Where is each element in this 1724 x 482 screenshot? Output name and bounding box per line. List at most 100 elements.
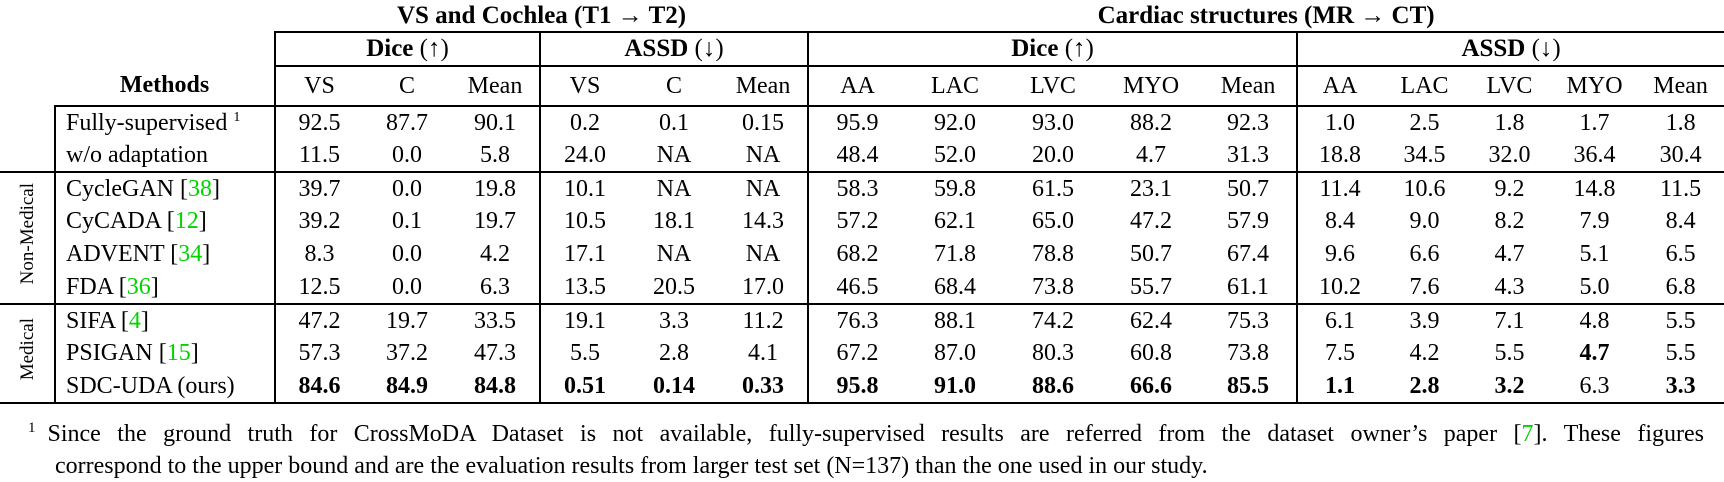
value-cell: NA: [745, 141, 781, 168]
value-cell: 0.0: [392, 141, 422, 168]
metric-name: Dice: [366, 35, 414, 63]
metric-header-dice-cardiac: Dice (↑): [807, 31, 1298, 67]
value-cell: 10.5: [539, 204, 629, 238]
method-name: ADVENT [34]: [66, 241, 211, 267]
value-cell: 67.2: [807, 336, 907, 370]
value-cell: 84.8: [451, 369, 540, 404]
table-row: Fully-supervised 1 92.5 87.7 90.1 0.2 0.1 0.15…: [0, 105, 1724, 172]
value-cell: 4.2: [480, 241, 510, 267]
section-title-vs-cochlea: VS and Cochlea (T1 → T2): [396, 2, 687, 29]
value-cell: NA: [745, 241, 781, 267]
value-cell: 7.5: [1296, 336, 1383, 370]
value-cell: 92.0: [934, 109, 977, 136]
value-cell: 47.2: [1130, 208, 1173, 234]
value-cell: 6.1: [1296, 302, 1383, 337]
value-cell: 6.3: [1552, 369, 1638, 404]
value-cell: 3.3: [1637, 369, 1724, 404]
up-arrow-icon: (↑): [413, 35, 449, 63]
value-cell: 78.8: [1032, 241, 1075, 267]
value-cell: 5.1: [1579, 241, 1610, 267]
table-row: SDC-UDA (ours) 84.6 84.9 84.8 0.51 0.14 0.33 95…: [0, 369, 1724, 404]
value-cell: 90.1: [474, 109, 516, 136]
footnote: 1 Since the ground truth for CrossMoDA Da…: [0, 412, 1724, 482]
value-cell: 20.5: [653, 273, 695, 300]
footnote-text: Since the ground truth for CrossMoDA Dat…: [47, 420, 1522, 447]
value-cell: 57.2: [807, 204, 907, 238]
table-row: PSIGAN [15] 57.3 37.2 47.3 5.5 2.8 4.1 67.2 87.0…: [0, 336, 1724, 370]
value-cell: 0.2: [539, 105, 629, 139]
value-cell: 1.1: [1296, 369, 1383, 404]
value-cell: 0.51: [539, 369, 629, 404]
value-cell: 23.1: [1102, 170, 1201, 205]
value-cell: 17.0: [742, 273, 785, 300]
value-cell: NA: [656, 141, 692, 168]
value-cell: 14.8: [1552, 170, 1638, 205]
column-header-aa-11: AA: [1296, 65, 1383, 107]
value-cell: 9.6: [1296, 237, 1383, 271]
citation-number: 4: [128, 307, 141, 334]
value-cell: 0.33: [719, 369, 809, 404]
column-header-mean-5: Mean: [719, 65, 809, 107]
value-cell: 57.9: [1227, 208, 1270, 234]
value-cell: 11.5: [1637, 170, 1724, 205]
value-cell: 5.5: [1494, 340, 1525, 366]
value-cell: 50.7: [1200, 170, 1298, 205]
value-cell: 92.5: [274, 105, 363, 139]
column-header-lvc-8: LVC: [1004, 65, 1103, 107]
value-cell: 4.2: [1409, 340, 1440, 366]
value-cell: 73.8: [1227, 340, 1270, 366]
down-arrow-icon: (↓): [688, 35, 724, 63]
value-cell: 95.8: [807, 369, 907, 404]
value-cell: 8.4: [1665, 208, 1696, 234]
value-cell: 60.8: [1130, 340, 1173, 366]
value-cell: 33.5: [451, 302, 540, 337]
value-cell: 8.3: [274, 237, 363, 271]
value-cell: 3.3: [629, 302, 719, 337]
table-row: FDA [36] 12.5 0.0 6.3 13.5 20.5 17.0 46.5 68.4 73…: [0, 270, 1724, 304]
table-row: Medical SIFA [4] 47.2 19.7 33.5 19.1 3.3 11.2 76…: [0, 302, 1724, 404]
value-cell: 34.5: [1403, 141, 1446, 168]
value-cell: 93.0: [1032, 109, 1075, 136]
value-cell: 68.4: [934, 273, 977, 300]
value-cell: 5.5: [1665, 340, 1696, 366]
value-cell: 8.4: [1296, 204, 1383, 238]
value-cell: 46.5: [807, 270, 907, 304]
value-cell: 80.3: [1032, 340, 1075, 366]
down-arrow-icon: (↓): [1525, 35, 1561, 63]
value-cell: 9.2: [1467, 170, 1553, 205]
value-cell: 18.8: [1296, 138, 1383, 172]
value-cell: 4.1: [748, 340, 779, 366]
value-cell: 58.3: [807, 170, 907, 205]
footnote-line-2: correspond to the upper bound and are th…: [55, 452, 1208, 479]
value-cell: 59.8: [906, 170, 1005, 205]
value-cell: 50.7: [1130, 241, 1173, 267]
value-cell: 62.1: [934, 208, 977, 234]
value-cell: 14.3: [742, 208, 785, 234]
value-cell: 9.0: [1409, 208, 1440, 234]
column-header-vs-3: VS: [539, 65, 629, 107]
value-cell: 5.8: [480, 141, 510, 168]
metric-spacer: [0, 32, 275, 65]
value-cell: 74.2: [1004, 302, 1103, 337]
value-cell: 75.3: [1200, 302, 1298, 337]
citation-number: 36: [126, 273, 151, 300]
section-title-cardiac: Cardiac structures (MR → CT): [1097, 2, 1435, 29]
value-cell: 11.4: [1296, 170, 1383, 205]
footnote-text: ]. These figures: [1533, 420, 1704, 447]
value-cell: 2.5: [1409, 109, 1440, 136]
value-cell: 0.0: [363, 170, 451, 205]
value-cell: 1.8: [1494, 109, 1525, 136]
method-name: w/o adaptation: [66, 141, 208, 168]
value-cell: 2.8: [659, 340, 689, 366]
value-cell: 65.0: [1032, 208, 1075, 234]
group-label-empty: [0, 105, 56, 172]
citation-number: 15: [166, 340, 191, 366]
value-cell: 0.1: [392, 208, 422, 234]
value-cell: 1.7: [1579, 109, 1610, 136]
column-header-c-4: C: [629, 65, 719, 107]
value-cell: 24.0: [539, 138, 629, 172]
value-cell: NA: [719, 170, 809, 205]
value-cell: 19.1: [539, 302, 629, 337]
methods-column-header: Methods: [55, 65, 275, 107]
value-cell: 0.0: [392, 273, 422, 300]
